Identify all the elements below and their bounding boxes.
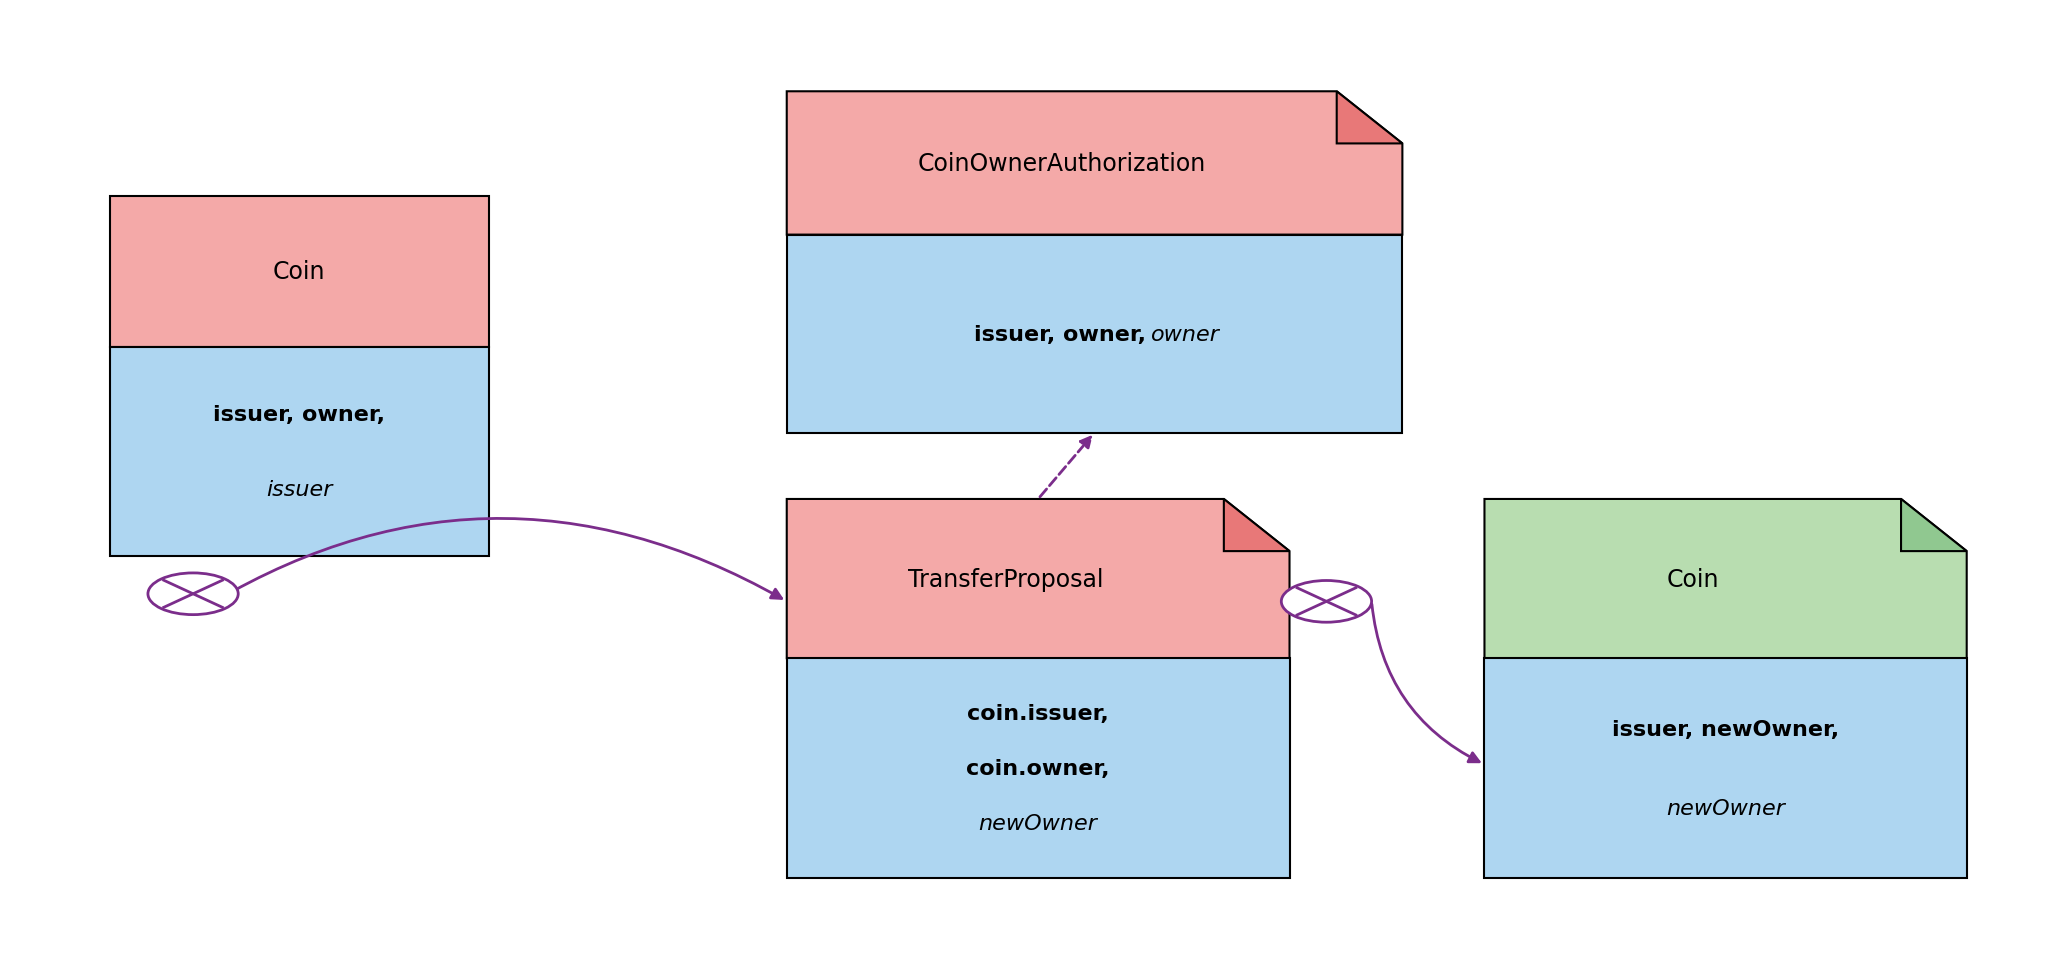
Text: coin.owner,: coin.owner, <box>967 758 1109 778</box>
Text: newOwner: newOwner <box>979 813 1097 833</box>
Text: issuer: issuer <box>267 480 333 500</box>
Circle shape <box>1281 580 1372 623</box>
Text: Coin: Coin <box>1667 567 1719 591</box>
Text: issuer, owner,: issuer, owner, <box>213 405 386 425</box>
Text: Coin: Coin <box>273 260 326 283</box>
Text: owner: owner <box>1151 324 1221 344</box>
Text: TransferProposal: TransferProposal <box>907 567 1103 591</box>
Polygon shape <box>109 196 490 348</box>
FancyArrowPatch shape <box>1372 604 1479 762</box>
Polygon shape <box>787 92 1403 235</box>
Text: issuer, owner,: issuer, owner, <box>975 324 1155 344</box>
Polygon shape <box>1337 92 1403 144</box>
Text: coin.issuer,: coin.issuer, <box>967 703 1109 724</box>
Polygon shape <box>787 500 1289 658</box>
Polygon shape <box>787 658 1289 878</box>
Text: issuer, newOwner,: issuer, newOwner, <box>1611 719 1839 739</box>
Polygon shape <box>1485 658 1967 878</box>
FancyArrowPatch shape <box>1039 437 1091 498</box>
Circle shape <box>149 574 238 615</box>
Polygon shape <box>787 235 1403 433</box>
Text: CoinOwnerAuthorization: CoinOwnerAuthorization <box>917 152 1207 176</box>
Polygon shape <box>1223 500 1289 552</box>
FancyArrowPatch shape <box>196 519 781 613</box>
Polygon shape <box>1901 500 1967 552</box>
Polygon shape <box>1485 500 1967 658</box>
Text: newOwner: newOwner <box>1665 798 1785 818</box>
Polygon shape <box>109 348 490 556</box>
